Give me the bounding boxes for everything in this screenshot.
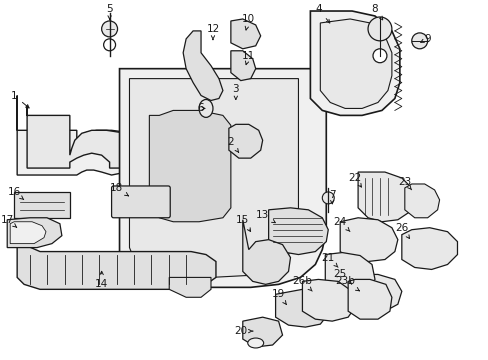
Polygon shape: [325, 253, 374, 297]
Polygon shape: [7, 218, 62, 248]
Text: 18: 18: [110, 183, 128, 196]
Polygon shape: [320, 19, 391, 108]
Text: 8: 8: [371, 4, 382, 20]
Circle shape: [372, 49, 386, 63]
Polygon shape: [302, 279, 354, 321]
Polygon shape: [129, 78, 298, 278]
Circle shape: [102, 21, 117, 37]
Polygon shape: [340, 218, 397, 261]
Polygon shape: [17, 242, 216, 289]
Text: 26: 26: [394, 223, 408, 238]
Text: 22: 22: [348, 173, 361, 187]
FancyBboxPatch shape: [111, 186, 170, 218]
Text: 24: 24: [333, 217, 349, 231]
Text: 23b: 23b: [335, 276, 359, 291]
Circle shape: [103, 39, 115, 51]
Polygon shape: [230, 51, 255, 81]
Text: 5: 5: [106, 4, 113, 20]
Polygon shape: [169, 278, 210, 297]
Text: 12: 12: [206, 24, 219, 40]
Ellipse shape: [247, 338, 263, 348]
Polygon shape: [27, 105, 141, 168]
Ellipse shape: [199, 99, 213, 117]
Text: 20: 20: [234, 326, 252, 336]
Text: 7: 7: [328, 190, 335, 204]
Circle shape: [322, 192, 334, 204]
Text: 10: 10: [242, 14, 255, 30]
Polygon shape: [401, 228, 457, 269]
Polygon shape: [357, 172, 414, 222]
Polygon shape: [310, 11, 399, 116]
Polygon shape: [275, 289, 327, 327]
Text: 14: 14: [95, 271, 108, 289]
Polygon shape: [340, 274, 401, 314]
Text: 13: 13: [256, 210, 275, 223]
Circle shape: [411, 33, 427, 49]
Text: 11: 11: [242, 51, 255, 65]
Polygon shape: [404, 184, 439, 218]
Polygon shape: [268, 208, 327, 255]
Text: 3: 3: [232, 84, 239, 100]
Text: 1: 1: [11, 90, 29, 108]
Polygon shape: [243, 220, 290, 284]
Circle shape: [367, 17, 391, 41]
Text: 16: 16: [7, 187, 23, 199]
Polygon shape: [243, 317, 282, 347]
Text: 25: 25: [333, 269, 351, 284]
Text: 19: 19: [271, 289, 286, 305]
Text: 4: 4: [314, 4, 329, 23]
Polygon shape: [17, 95, 151, 175]
Polygon shape: [228, 124, 262, 158]
Text: 6: 6: [197, 103, 204, 113]
Polygon shape: [119, 69, 325, 287]
Polygon shape: [149, 111, 230, 222]
Polygon shape: [14, 192, 70, 218]
Text: 17: 17: [0, 215, 17, 228]
Polygon shape: [10, 222, 46, 244]
Polygon shape: [183, 31, 223, 100]
Text: 23: 23: [397, 177, 411, 190]
Text: 9: 9: [420, 34, 430, 44]
Text: 15: 15: [236, 215, 250, 231]
Polygon shape: [347, 279, 391, 319]
Text: 2: 2: [227, 137, 238, 152]
Text: 26b: 26b: [292, 276, 312, 291]
Polygon shape: [230, 19, 260, 49]
Text: 21: 21: [321, 252, 337, 267]
